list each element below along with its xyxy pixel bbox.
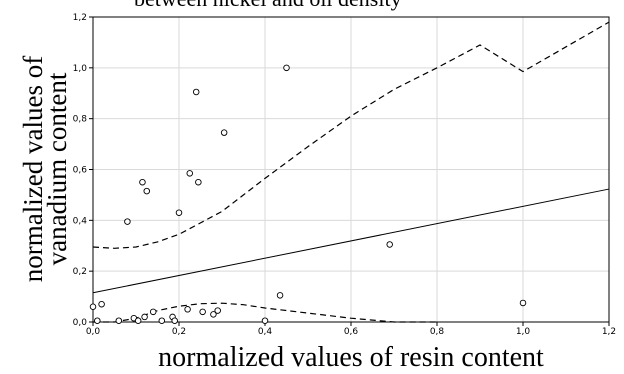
data-point: [158, 317, 166, 324]
data-point: [171, 317, 178, 324]
y-tick-label: 0,6: [73, 166, 88, 176]
x-tick-label: 1,0: [516, 327, 531, 337]
upper-confidence-band: [92, 21, 610, 249]
data-point: [149, 308, 157, 316]
data-point: [115, 317, 123, 324]
data-point: [124, 218, 131, 225]
x-tick-label: 0,2: [172, 327, 186, 337]
x-tick-label: 0,4: [258, 327, 273, 337]
y-tick-label: 1,2: [73, 13, 87, 23]
data-point: [220, 129, 228, 136]
y-tick-label: 0,0: [73, 318, 88, 328]
chart-title: between nickel and oil density: [134, 0, 402, 11]
y-tick-label: 1,0: [73, 64, 88, 74]
data-point: [175, 209, 183, 216]
data-point: [199, 308, 206, 316]
data-point: [89, 303, 97, 311]
data-point: [94, 317, 101, 324]
y-tick-label: 0,8: [73, 115, 88, 125]
x-tick-label: 0,8: [430, 327, 445, 337]
data-point: [184, 306, 191, 313]
data-point: [139, 178, 146, 186]
data-point: [186, 170, 193, 177]
data-points: [89, 64, 527, 324]
data-point: [141, 313, 148, 321]
data-point: [143, 187, 150, 195]
y-axis-ticks: 0,0 0,2 0,4 0,6 0,8 1,0 1,2: [73, 13, 93, 328]
data-point: [134, 317, 142, 324]
data-point: [276, 292, 284, 299]
data-point: [261, 317, 269, 324]
data-point: [283, 64, 290, 72]
x-tick-label: 1,2: [602, 327, 616, 337]
data-point: [386, 241, 393, 248]
grid: [92, 16, 610, 323]
regression-line: [92, 188, 610, 294]
y-tick-label: 0,2: [73, 267, 87, 277]
data-point: [214, 307, 221, 314]
data-point: [98, 300, 105, 308]
data-point: [519, 299, 527, 307]
x-tick-label: 0,6: [344, 327, 359, 337]
data-point: [192, 88, 200, 96]
y-axis-label-line2: vanadium content: [42, 72, 72, 265]
y-tick-label: 0,4: [73, 216, 88, 226]
data-point: [210, 311, 217, 318]
x-tick-label: 0,0: [86, 327, 101, 337]
x-axis-label: normalized values of resin content: [158, 342, 544, 373]
data-point: [195, 178, 202, 186]
y-axis-label-line1: normalized values of: [18, 56, 48, 282]
x-axis-ticks: 0,0 0,2 0,4 0,6 0,8 1,0 1,2: [86, 322, 616, 337]
